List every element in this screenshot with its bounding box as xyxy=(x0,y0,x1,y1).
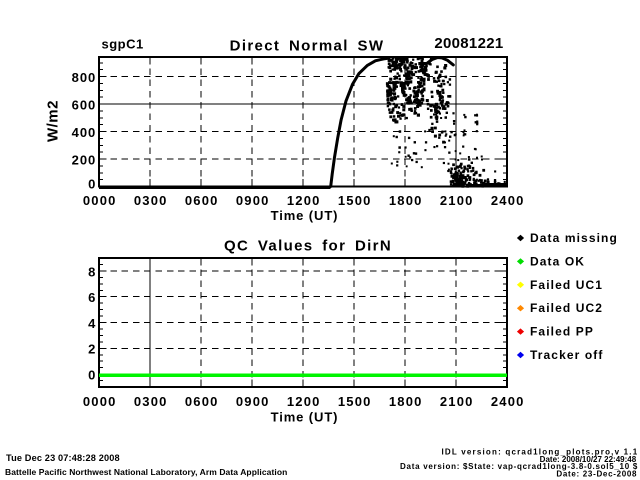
svg-text:20081221: 20081221 xyxy=(434,35,503,52)
svg-text:Failed PP: Failed PP xyxy=(530,325,594,339)
svg-text:2100: 2100 xyxy=(440,193,474,208)
svg-text:200: 200 xyxy=(72,152,97,167)
svg-text:Battelle Pacific Northwest Nat: Battelle Pacific Northwest National Labo… xyxy=(5,467,287,477)
svg-text:0900: 0900 xyxy=(236,394,270,409)
svg-text:Failed UC1: Failed UC1 xyxy=(530,278,603,292)
svg-text:2: 2 xyxy=(88,342,96,357)
svg-text:8: 8 xyxy=(88,264,96,279)
svg-text:0: 0 xyxy=(88,368,96,383)
svg-text:W/m2: W/m2 xyxy=(45,100,62,142)
svg-text:4: 4 xyxy=(88,316,96,331)
svg-text:Direct Normal SW: Direct Normal SW xyxy=(230,37,385,54)
svg-text:Data missing: Data missing xyxy=(530,231,618,245)
svg-text:0300: 0300 xyxy=(134,394,168,409)
svg-text:1800: 1800 xyxy=(389,193,423,208)
svg-text:2400: 2400 xyxy=(491,193,525,208)
svg-text:Tracker off: Tracker off xyxy=(530,348,603,362)
svg-text:1200: 1200 xyxy=(287,193,321,208)
svg-text:2100: 2100 xyxy=(440,394,474,409)
svg-text:1200: 1200 xyxy=(287,394,321,409)
svg-text:Tue Dec 23 07:48:28 2008: Tue Dec 23 07:48:28 2008 xyxy=(6,453,120,463)
svg-text:600: 600 xyxy=(72,97,97,112)
svg-text:0600: 0600 xyxy=(185,394,219,409)
svg-text:Data OK: Data OK xyxy=(530,254,585,268)
svg-text:6: 6 xyxy=(88,290,96,305)
svg-text:0900: 0900 xyxy=(236,193,270,208)
svg-text:2400: 2400 xyxy=(491,394,525,409)
svg-text:0: 0 xyxy=(88,176,96,191)
svg-text:0000: 0000 xyxy=(83,193,117,208)
svg-text:1800: 1800 xyxy=(389,394,423,409)
svg-text:1500: 1500 xyxy=(338,394,372,409)
svg-text:Time (UT): Time (UT) xyxy=(271,208,339,223)
svg-text:Date: 2008/10/27 22:49:48: Date: 2008/10/27 22:49:48 xyxy=(540,455,637,464)
svg-text:Date: 23-Dec-2008: Date: 23-Dec-2008 xyxy=(556,469,637,478)
svg-text:Data version: $State: vap-qcra: Data version: $State: vap-qcrad1long-3.8… xyxy=(400,462,638,471)
svg-text:0300: 0300 xyxy=(134,193,168,208)
svg-text:Failed UC2: Failed UC2 xyxy=(530,301,603,315)
svg-text:1500: 1500 xyxy=(338,193,372,208)
svg-text:800: 800 xyxy=(72,70,97,85)
svg-text:0000: 0000 xyxy=(83,394,117,409)
svg-text:QC Values for DirN: QC Values for DirN xyxy=(224,237,392,254)
svg-text:Time (UT): Time (UT) xyxy=(271,410,339,425)
svg-text:IDL version: qcrad1long_plots.: IDL version: qcrad1long_plots.pro,v 1.1 xyxy=(441,448,638,457)
svg-text:400: 400 xyxy=(72,125,97,140)
svg-text:sgpC1: sgpC1 xyxy=(102,37,144,52)
svg-text:0600: 0600 xyxy=(185,193,219,208)
